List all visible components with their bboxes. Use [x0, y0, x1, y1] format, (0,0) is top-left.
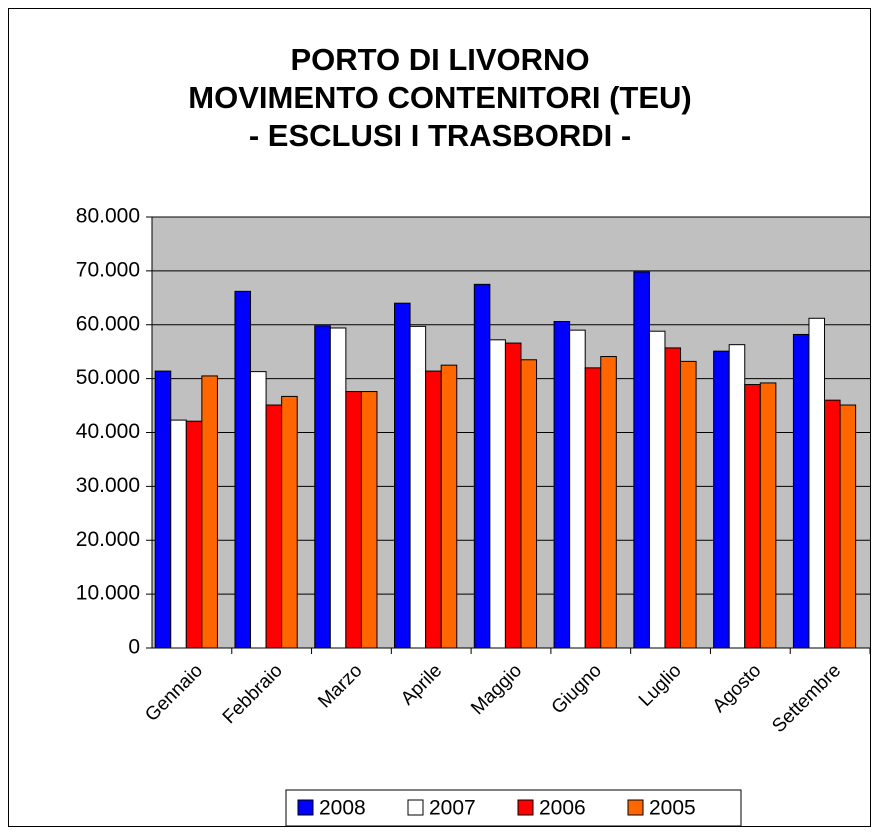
bar [314, 325, 331, 649]
bar [633, 271, 650, 649]
bar [648, 330, 666, 649]
bar [569, 329, 586, 649]
legend-swatch [627, 799, 644, 816]
legend-swatch [517, 799, 534, 816]
bar [440, 364, 458, 649]
legend-label: 2006 [539, 797, 586, 820]
bar [808, 317, 826, 649]
y-tick-label: 40.000 [76, 420, 140, 443]
y-tick-label: 50.000 [76, 366, 140, 389]
chart-title: PORTO DI LIVORNO [290, 42, 589, 77]
bar [170, 419, 187, 649]
bar [520, 359, 538, 649]
bar [473, 283, 491, 649]
bar [360, 391, 378, 649]
bar [600, 356, 617, 649]
bar [839, 404, 857, 649]
legend-label: 2007 [429, 797, 476, 820]
bar [409, 325, 427, 649]
bar [234, 290, 252, 649]
legend-swatch [297, 799, 314, 816]
y-tick-label: 0 [128, 636, 140, 659]
legend-swatch [407, 799, 424, 816]
bar [185, 420, 203, 649]
bar [394, 302, 411, 649]
bar [664, 347, 682, 649]
chart-title: MOVIMENTO CONTENITORI (TEU) [188, 80, 691, 115]
legend-label: 2005 [649, 797, 696, 820]
bar [345, 391, 362, 649]
bar [728, 344, 746, 649]
chart-title: - ESCLUSI I TRASBORDI - [249, 118, 631, 153]
bar [489, 339, 506, 649]
y-tick-label: 80.000 [76, 205, 140, 228]
y-tick-label: 20.000 [76, 528, 140, 551]
y-tick-label: 10.000 [76, 582, 140, 605]
bar [792, 333, 810, 649]
bar [201, 375, 218, 649]
bar [824, 399, 841, 649]
bar [759, 382, 777, 649]
legend-label: 2008 [319, 797, 366, 820]
bar [553, 321, 571, 649]
y-tick-label: 60.000 [76, 312, 140, 335]
bar [744, 384, 761, 649]
bar [265, 404, 283, 649]
bar [154, 370, 172, 649]
y-tick-label: 30.000 [76, 474, 140, 497]
bar [425, 370, 442, 649]
bar [250, 371, 267, 649]
bar [713, 350, 730, 649]
bar [584, 367, 602, 649]
bar [680, 360, 697, 649]
bar [329, 327, 347, 649]
legend-box [285, 789, 742, 827]
y-tick-label: 70.000 [76, 258, 140, 281]
bar [281, 395, 298, 649]
bar [504, 342, 522, 649]
